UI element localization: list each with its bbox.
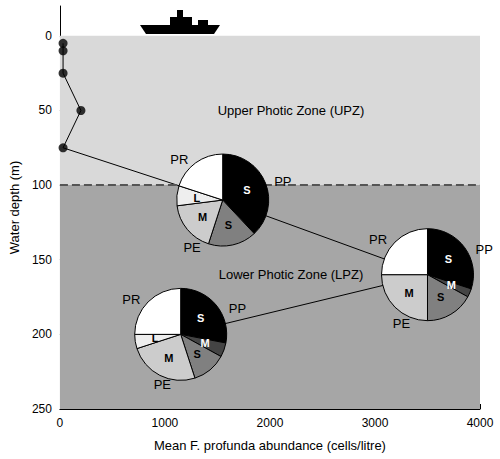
svg-text:M: M xyxy=(405,287,414,299)
svg-text:PE: PE xyxy=(154,377,172,392)
svg-text:0: 0 xyxy=(57,416,64,430)
svg-text:PR: PR xyxy=(170,152,188,167)
svg-text:L: L xyxy=(193,192,200,204)
svg-text:PE: PE xyxy=(183,240,201,255)
svg-text:L: L xyxy=(152,332,159,344)
svg-text:M: M xyxy=(164,352,173,364)
svg-text:Lower Photic Zone (LPZ): Lower Photic Zone (LPZ) xyxy=(219,267,364,282)
svg-text:200: 200 xyxy=(32,327,52,341)
svg-text:S: S xyxy=(194,348,201,360)
svg-text:150: 150 xyxy=(32,253,52,267)
svg-text:S: S xyxy=(225,219,232,231)
svg-text:M: M xyxy=(201,337,210,349)
svg-text:0: 0 xyxy=(45,29,52,43)
svg-text:PR: PR xyxy=(369,232,387,247)
svg-text:M: M xyxy=(198,211,207,223)
svg-text:PP: PP xyxy=(274,174,291,189)
svg-text:50: 50 xyxy=(39,103,53,117)
svg-text:S: S xyxy=(243,184,250,196)
svg-text:S: S xyxy=(437,291,444,303)
svg-text:4000: 4000 xyxy=(467,416,494,430)
svg-text:PP: PP xyxy=(229,301,246,316)
svg-text:S: S xyxy=(197,312,204,324)
svg-text:S: S xyxy=(445,253,452,265)
svg-text:3000: 3000 xyxy=(362,416,389,430)
svg-text:Water depth (m): Water depth (m) xyxy=(7,161,22,254)
svg-text:2000: 2000 xyxy=(257,416,284,430)
svg-text:PP: PP xyxy=(476,242,493,257)
svg-text:PE: PE xyxy=(393,316,411,331)
svg-text:1000: 1000 xyxy=(152,416,179,430)
svg-text:M: M xyxy=(447,279,456,291)
svg-text:100: 100 xyxy=(32,178,52,192)
svg-text:Upper Photic Zone (UPZ): Upper Photic Zone (UPZ) xyxy=(218,103,365,118)
svg-text:250: 250 xyxy=(32,402,52,416)
svg-text:Mean F. profunda abundance (ce: Mean F. profunda abundance (cells/litre) xyxy=(154,438,386,453)
svg-text:PR: PR xyxy=(122,292,140,307)
